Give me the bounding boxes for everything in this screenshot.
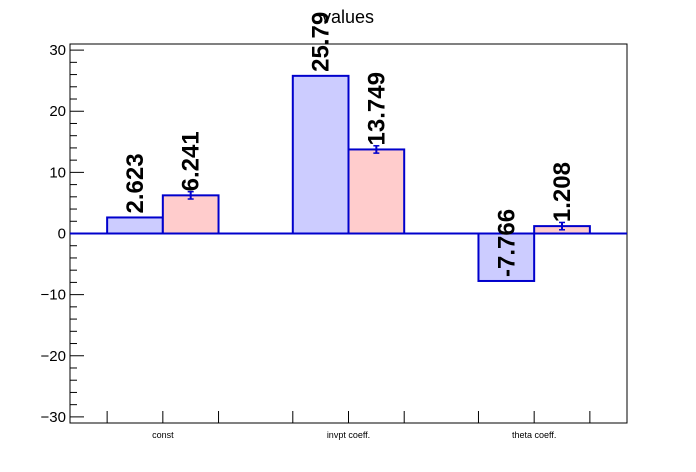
- value-label: 25.79: [308, 12, 335, 72]
- bars: [106, 74, 591, 282]
- value-labels: 2.623 6.241 25.79 13.749 -7.766 1.208: [122, 12, 576, 277]
- value-label: 6.241: [178, 131, 205, 191]
- value-label: 2.623: [122, 153, 149, 213]
- value-label: -7.766: [493, 209, 520, 277]
- y-tick-label: 10: [49, 164, 66, 181]
- bar: [106, 216, 164, 235]
- bar: [477, 232, 536, 282]
- bar: [347, 148, 406, 235]
- value-label: 13.749: [363, 72, 390, 145]
- bar: [291, 74, 350, 235]
- y-tick-label: 30: [49, 42, 66, 59]
- value-label: 1.208: [549, 162, 576, 222]
- y-tick-label: 0: [58, 226, 66, 243]
- x-category-label: invpt coeff.: [327, 430, 370, 440]
- x-axis: const invpt coeff. theta coeff.: [106, 411, 591, 440]
- chart-title: values: [322, 7, 374, 27]
- y-tick-label: 20: [49, 103, 66, 120]
- y-tick-label: −10: [41, 287, 66, 304]
- x-category-label: const: [152, 430, 174, 440]
- y-tick-label: −30: [41, 409, 66, 426]
- y-tick-label: −20: [41, 348, 66, 365]
- y-axis: −30 −20 −10 0 10 20 30: [41, 42, 84, 426]
- bar: [161, 194, 220, 235]
- x-category-label: theta coeff.: [512, 430, 556, 440]
